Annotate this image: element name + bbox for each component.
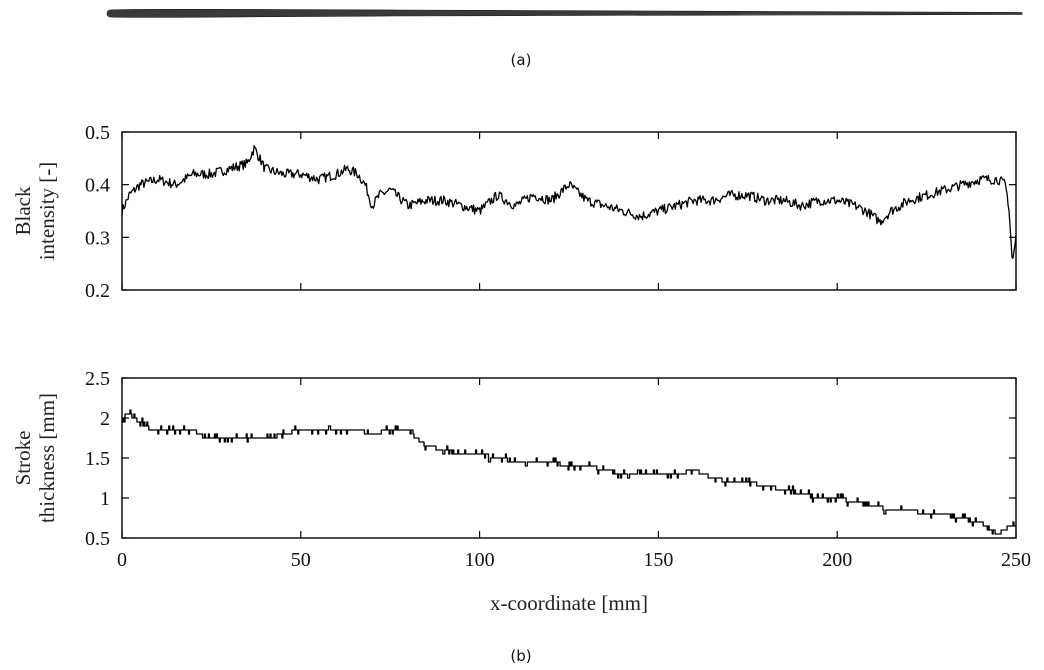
y-tick-label: 0.3: [85, 227, 110, 249]
y-tick-label: 0.2: [85, 280, 110, 302]
y-tick-label: 0.4: [85, 175, 110, 197]
y-tick-label: 2: [100, 408, 110, 430]
y-tick-label: 1: [100, 488, 110, 510]
y-axis-label: intensity [-]: [35, 162, 59, 261]
data-series-line: [121, 144, 1017, 259]
y-axis-label: thickness [mm]: [35, 393, 59, 523]
x-tick-label: 50: [291, 549, 311, 571]
plot-frame: [121, 377, 1017, 539]
x-tick-label: 200: [822, 549, 852, 571]
y-axis-label: Black: [11, 186, 35, 235]
data-series-line: [122, 409, 1016, 535]
y-tick-label: 2.5: [85, 368, 110, 390]
stroke-thickness-chart: 0 50 100 150 200 250 0.5 1 1.5 2 2.5 Stroke thicknes…: [11, 368, 1031, 615]
x-tick-label: 0: [117, 549, 127, 571]
brush-stroke-image: [106, 8, 1023, 18]
x-tick-label: 250: [1001, 549, 1031, 571]
caption-a: (a): [511, 51, 532, 69]
x-tick-label: 150: [643, 549, 673, 571]
y-tick-label: 0.5: [85, 122, 110, 144]
x-axis-label: x-coordinate [mm]: [490, 591, 648, 615]
y-tick-label: 1.5: [85, 448, 110, 470]
plot-frame: [121, 131, 1017, 291]
y-axis-label: Stroke: [11, 431, 35, 486]
black-intensity-chart: 0.2 0.3 0.4 0.5 Black intensity [-]: [11, 122, 1017, 302]
y-tick-label: 0.5: [85, 528, 110, 550]
caption-b: (b): [510, 647, 531, 665]
x-tick-label: 100: [465, 549, 495, 571]
brush-stroke: [106, 8, 1023, 18]
